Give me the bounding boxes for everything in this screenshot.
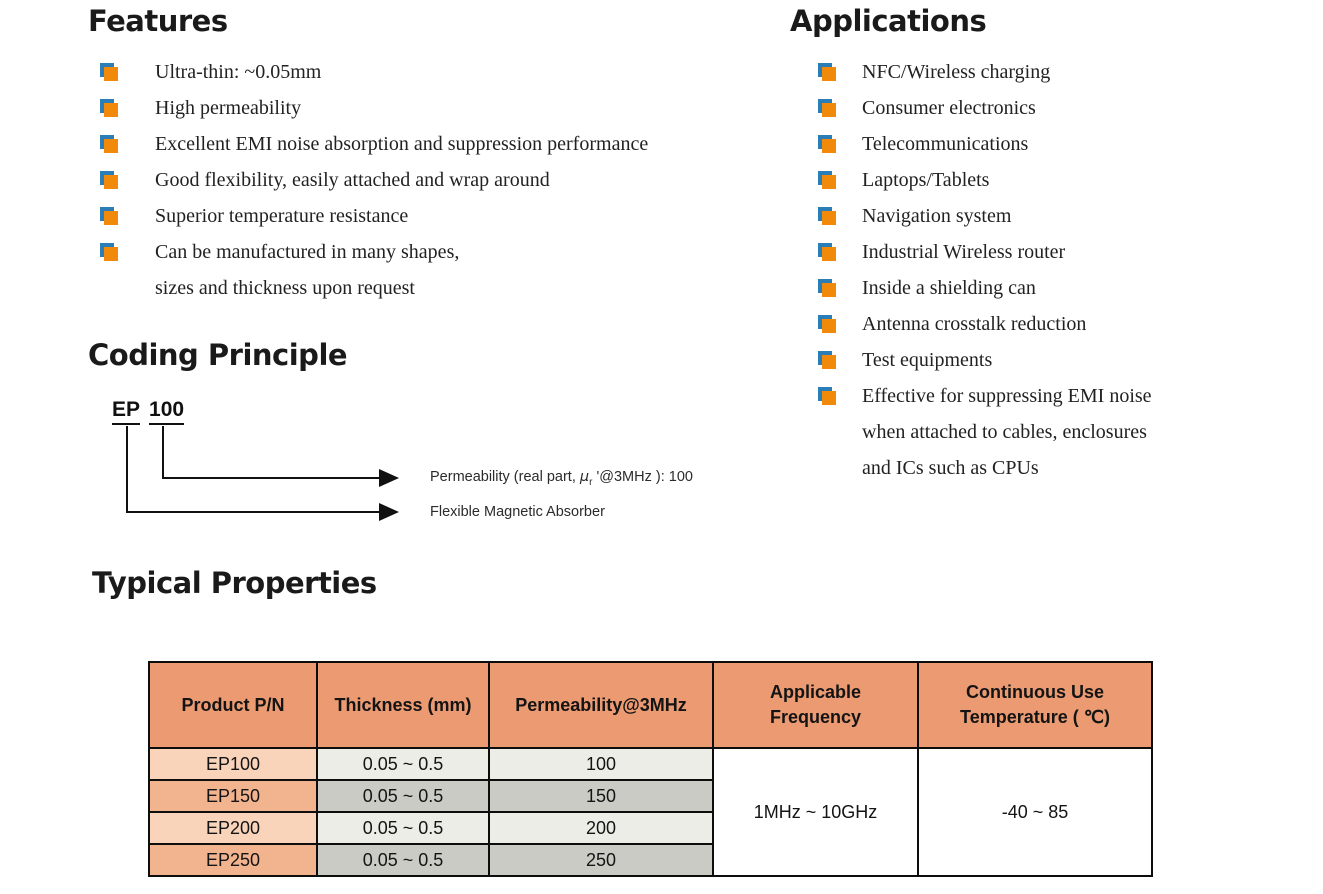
cell-product: EP100	[148, 747, 318, 781]
application-item-text: Industrial Wireless router	[862, 240, 1066, 263]
typical-properties-title: Typical Properties	[92, 566, 377, 600]
application-item-text: Laptops/Tablets	[862, 168, 990, 191]
square-bullet-icon	[100, 99, 118, 117]
feature-item: Excellent EMI noise absorption and suppr…	[88, 126, 648, 162]
square-bullet-icon	[818, 279, 836, 297]
square-bullet-icon	[100, 171, 118, 189]
coding-principle-title: Coding Principle	[88, 338, 348, 372]
cell-product: EP200	[148, 811, 318, 845]
typical-properties-table: Product P/N Thickness (mm) Permeability@…	[148, 661, 1153, 877]
cell-permeability: 250	[488, 843, 714, 877]
square-bullet-icon	[100, 135, 118, 153]
square-bullet-icon	[818, 387, 836, 405]
code-number: 100	[149, 398, 185, 425]
feature-item-text: High permeability	[155, 96, 302, 119]
square-bullet-icon	[818, 99, 836, 117]
permeability-arrow-label: Permeability (real part, μr '@3MHz ): 10…	[430, 469, 693, 488]
feature-item-text: Excellent EMI noise absorption and suppr…	[155, 132, 649, 155]
square-bullet-icon	[818, 171, 836, 189]
column-header-frequency: Applicable Frequency	[712, 661, 919, 749]
table-row: EP150 0.05 ~ 0.5 150	[148, 779, 1152, 813]
feature-item: Good flexibility, easily attached and wr…	[88, 162, 648, 198]
feature-item-text: Can be manufactured in many shapes,	[155, 240, 460, 263]
square-bullet-icon	[818, 243, 836, 261]
cell-permeability: 150	[488, 779, 714, 813]
application-item-text: Antenna crosstalk reduction	[862, 312, 1087, 335]
application-item: Test equipments	[790, 342, 1152, 378]
square-bullet-icon	[818, 315, 836, 333]
square-bullet-icon	[100, 207, 118, 225]
feature-item-text: sizes and thickness upon request	[155, 276, 415, 299]
permeability-label-suffix: '@3MHz ): 100	[592, 469, 693, 485]
cell-continuous-use-temperature: -40 ~ 85	[917, 747, 1153, 877]
application-item: NFC/Wireless charging	[790, 54, 1152, 90]
square-bullet-icon	[818, 135, 836, 153]
cell-permeability: 200	[488, 811, 714, 845]
application-item-text: Navigation system	[862, 204, 1012, 227]
application-item-continuation: and ICs such as CPUs	[790, 450, 1152, 486]
application-item: Laptops/Tablets	[790, 162, 1152, 198]
feature-item-text: Superior temperature resistance	[155, 204, 409, 227]
features-list: Ultra-thin: ~0.05mm High permeability Ex…	[88, 54, 648, 306]
cell-permeability: 100	[488, 747, 714, 781]
square-bullet-icon	[818, 351, 836, 369]
mu-symbol: μ	[579, 469, 590, 485]
application-item-text: Inside a shielding can	[862, 276, 1036, 299]
cell-product: EP250	[148, 843, 318, 877]
table-row: EP250 0.05 ~ 0.5 250	[148, 843, 1152, 877]
mu-subscript: r	[589, 476, 593, 488]
applications-title: Applications	[790, 4, 987, 38]
application-item: Industrial Wireless router	[790, 234, 1152, 270]
application-item: Navigation system	[790, 198, 1152, 234]
application-item-text: NFC/Wireless charging	[862, 60, 1051, 83]
applications-list: NFC/Wireless charging Consumer electroni…	[790, 54, 1152, 486]
application-item-continuation: when attached to cables, enclosures	[790, 414, 1152, 450]
feature-item-continuation: sizes and thickness upon request	[88, 270, 648, 306]
feature-item: High permeability	[88, 90, 648, 126]
square-bullet-icon	[100, 243, 118, 261]
feature-item-text: Good flexibility, easily attached and wr…	[155, 168, 550, 191]
absorber-arrow-label: Flexible Magnetic Absorber	[430, 504, 605, 520]
table-row: EP100 0.05 ~ 0.5 100 1MHz ~ 10GHz -40 ~ …	[148, 747, 1153, 877]
cell-thickness: 0.05 ~ 0.5	[316, 747, 490, 781]
feature-item: Superior temperature resistance	[88, 198, 648, 234]
square-bullet-icon	[818, 63, 836, 81]
column-header-temperature: Continuous Use Temperature ( ℃)	[917, 661, 1153, 749]
cell-thickness: 0.05 ~ 0.5	[316, 779, 490, 813]
column-header-permeability: Permeability@3MHz	[488, 661, 714, 749]
cell-thickness: 0.05 ~ 0.5	[316, 811, 490, 845]
column-header-thickness: Thickness (mm)	[316, 661, 490, 749]
application-item-text: Test equipments	[862, 348, 993, 371]
square-bullet-icon	[818, 207, 836, 225]
cell-applicable-frequency: 1MHz ~ 10GHz	[712, 747, 919, 877]
application-item: Consumer electronics	[790, 90, 1152, 126]
application-item-text: Telecommunications	[862, 132, 1029, 155]
code-arrow-connector-icon	[126, 426, 399, 521]
application-item-text: Consumer electronics	[862, 96, 1036, 119]
application-item: Antenna crosstalk reduction	[790, 306, 1152, 342]
cell-thickness: 0.05 ~ 0.5	[316, 843, 490, 877]
permeability-label-prefix: Permeability (real part,	[430, 469, 580, 485]
feature-item: Can be manufactured in many shapes,	[88, 234, 648, 270]
application-item: Inside a shielding can	[790, 270, 1152, 306]
cell-product: EP150	[148, 779, 318, 813]
feature-item-text: Ultra-thin: ~0.05mm	[155, 60, 322, 83]
column-header-product: Product P/N	[148, 661, 318, 749]
application-item: Telecommunications	[790, 126, 1152, 162]
table-row: EP200 0.05 ~ 0.5 200	[148, 811, 1152, 845]
square-bullet-icon	[100, 63, 118, 81]
features-title: Features	[88, 4, 228, 38]
application-item: Effective for suppressing EMI noise	[790, 378, 1152, 414]
application-item-text: Effective for suppressing EMI noise	[862, 384, 1152, 407]
code-prefix: EP	[112, 398, 141, 425]
application-item-text: when attached to cables, enclosures	[862, 420, 1147, 443]
table-header-row: Product P/N Thickness (mm) Permeability@…	[148, 661, 1153, 749]
application-item-text: and ICs such as CPUs	[862, 456, 1039, 479]
feature-item: Ultra-thin: ~0.05mm	[88, 54, 648, 90]
product-code: EP 100	[112, 398, 185, 425]
